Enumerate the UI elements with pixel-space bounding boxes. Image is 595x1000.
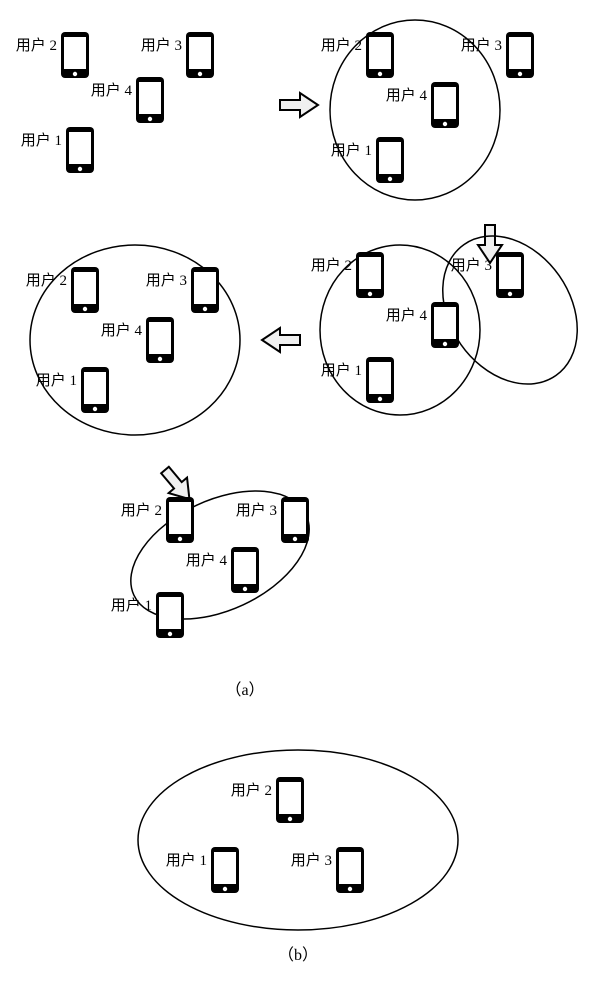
phone-icon — [191, 267, 219, 313]
p3-user4: 用户 4 — [386, 302, 459, 348]
phone-icon — [146, 317, 174, 363]
phone-icon — [431, 82, 459, 128]
p1-user1: 用户 1 — [21, 127, 94, 173]
phone-icon — [81, 367, 109, 413]
p3-user2: 用户 2 — [311, 252, 384, 298]
caption-a: （a） — [225, 681, 264, 699]
phone-icon — [71, 267, 99, 313]
phone-icon — [376, 137, 404, 183]
p5-user1-label: 用户 1 — [111, 597, 152, 614]
diagram-canvas: 用户 2 用户 3 用户 4 用户 1 用户 2 用户 3 用户 4 用户 1 用户 2 用户 3… — [0, 0, 595, 1000]
p3-user3-label: 用户 3 — [451, 257, 492, 274]
phone-icon — [211, 847, 239, 893]
phone-icon — [356, 252, 384, 298]
p4-user4-label: 用户 4 — [101, 322, 143, 339]
p4-user3-label: 用户 3 — [146, 272, 187, 289]
p2-user1: 用户 1 — [331, 137, 404, 183]
p1-user2: 用户 2 — [16, 32, 89, 78]
p2-user2: 用户 2 — [321, 32, 394, 78]
p1-user4: 用户 4 — [91, 77, 164, 123]
p1-user2-label: 用户 2 — [16, 37, 57, 54]
phone-icon — [166, 497, 194, 543]
phone-icon — [136, 77, 164, 123]
p1-user3-label: 用户 3 — [141, 37, 182, 54]
p2-user4-label: 用户 4 — [386, 87, 428, 104]
p4-user2-label: 用户 2 — [26, 272, 67, 289]
p5-user3: 用户 3 — [236, 497, 309, 543]
p1-user3: 用户 3 — [141, 32, 214, 78]
p4-user3: 用户 3 — [146, 267, 219, 313]
caption-b: （b） — [278, 946, 318, 964]
arrow-icon — [262, 328, 300, 352]
phone-icon — [156, 592, 184, 638]
p3-user2-label: 用户 2 — [311, 257, 352, 274]
p1-user4-label: 用户 4 — [91, 82, 133, 99]
phone-icon — [281, 497, 309, 543]
phone-icon — [66, 127, 94, 173]
p3-user1-label: 用户 1 — [321, 362, 362, 379]
p2-user2-label: 用户 2 — [321, 37, 362, 54]
arrow-3 — [262, 328, 300, 352]
p2-user4: 用户 4 — [386, 82, 459, 128]
p5-user3-label: 用户 3 — [236, 502, 277, 519]
phone-icon — [276, 777, 304, 823]
p5-user4: 用户 4 — [186, 547, 259, 593]
p5-user1: 用户 1 — [111, 592, 184, 638]
p3-user4-label: 用户 4 — [386, 307, 428, 324]
p5-user2: 用户 2 — [121, 497, 194, 543]
p3-user1: 用户 1 — [321, 357, 394, 403]
p4-user1-label: 用户 1 — [36, 372, 77, 389]
phone-icon — [186, 32, 214, 78]
p5-user2-label: 用户 2 — [121, 502, 162, 519]
pb-user2: 用户 2 — [231, 777, 304, 823]
arrow-icon — [280, 93, 318, 117]
phone-icon — [506, 32, 534, 78]
phone-icon — [496, 252, 524, 298]
p1-user1-label: 用户 1 — [21, 132, 62, 149]
arrow-1 — [280, 93, 318, 117]
phone-icon — [431, 302, 459, 348]
pb-user1: 用户 1 — [166, 847, 239, 893]
p2-user1-label: 用户 1 — [331, 142, 372, 159]
phone-icon — [366, 32, 394, 78]
phone-icon — [336, 847, 364, 893]
p2-user3-label: 用户 3 — [461, 37, 502, 54]
pb-user1-label: 用户 1 — [166, 852, 207, 869]
pb-user3-label: 用户 3 — [291, 852, 332, 869]
p2-user3: 用户 3 — [461, 32, 534, 78]
p4-user4: 用户 4 — [101, 317, 174, 363]
phone-icon — [366, 357, 394, 403]
pb-user3: 用户 3 — [291, 847, 364, 893]
phone-icon — [231, 547, 259, 593]
p5-user4-label: 用户 4 — [186, 552, 228, 569]
p4-user1: 用户 1 — [36, 367, 109, 413]
phone-icon — [61, 32, 89, 78]
pb-user2-label: 用户 2 — [231, 782, 272, 799]
